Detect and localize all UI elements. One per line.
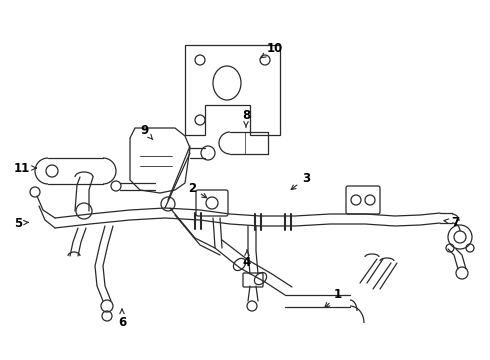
Text: 7: 7	[444, 216, 459, 229]
Text: 11: 11	[14, 162, 36, 175]
Text: 3: 3	[291, 171, 310, 189]
Text: 10: 10	[261, 41, 283, 58]
Text: 5: 5	[14, 216, 28, 230]
Text: 9: 9	[140, 123, 153, 140]
Text: 2: 2	[188, 181, 207, 198]
Text: 8: 8	[242, 108, 250, 127]
Text: 1: 1	[325, 288, 342, 307]
Text: 6: 6	[118, 309, 126, 328]
Text: 4: 4	[243, 250, 251, 269]
